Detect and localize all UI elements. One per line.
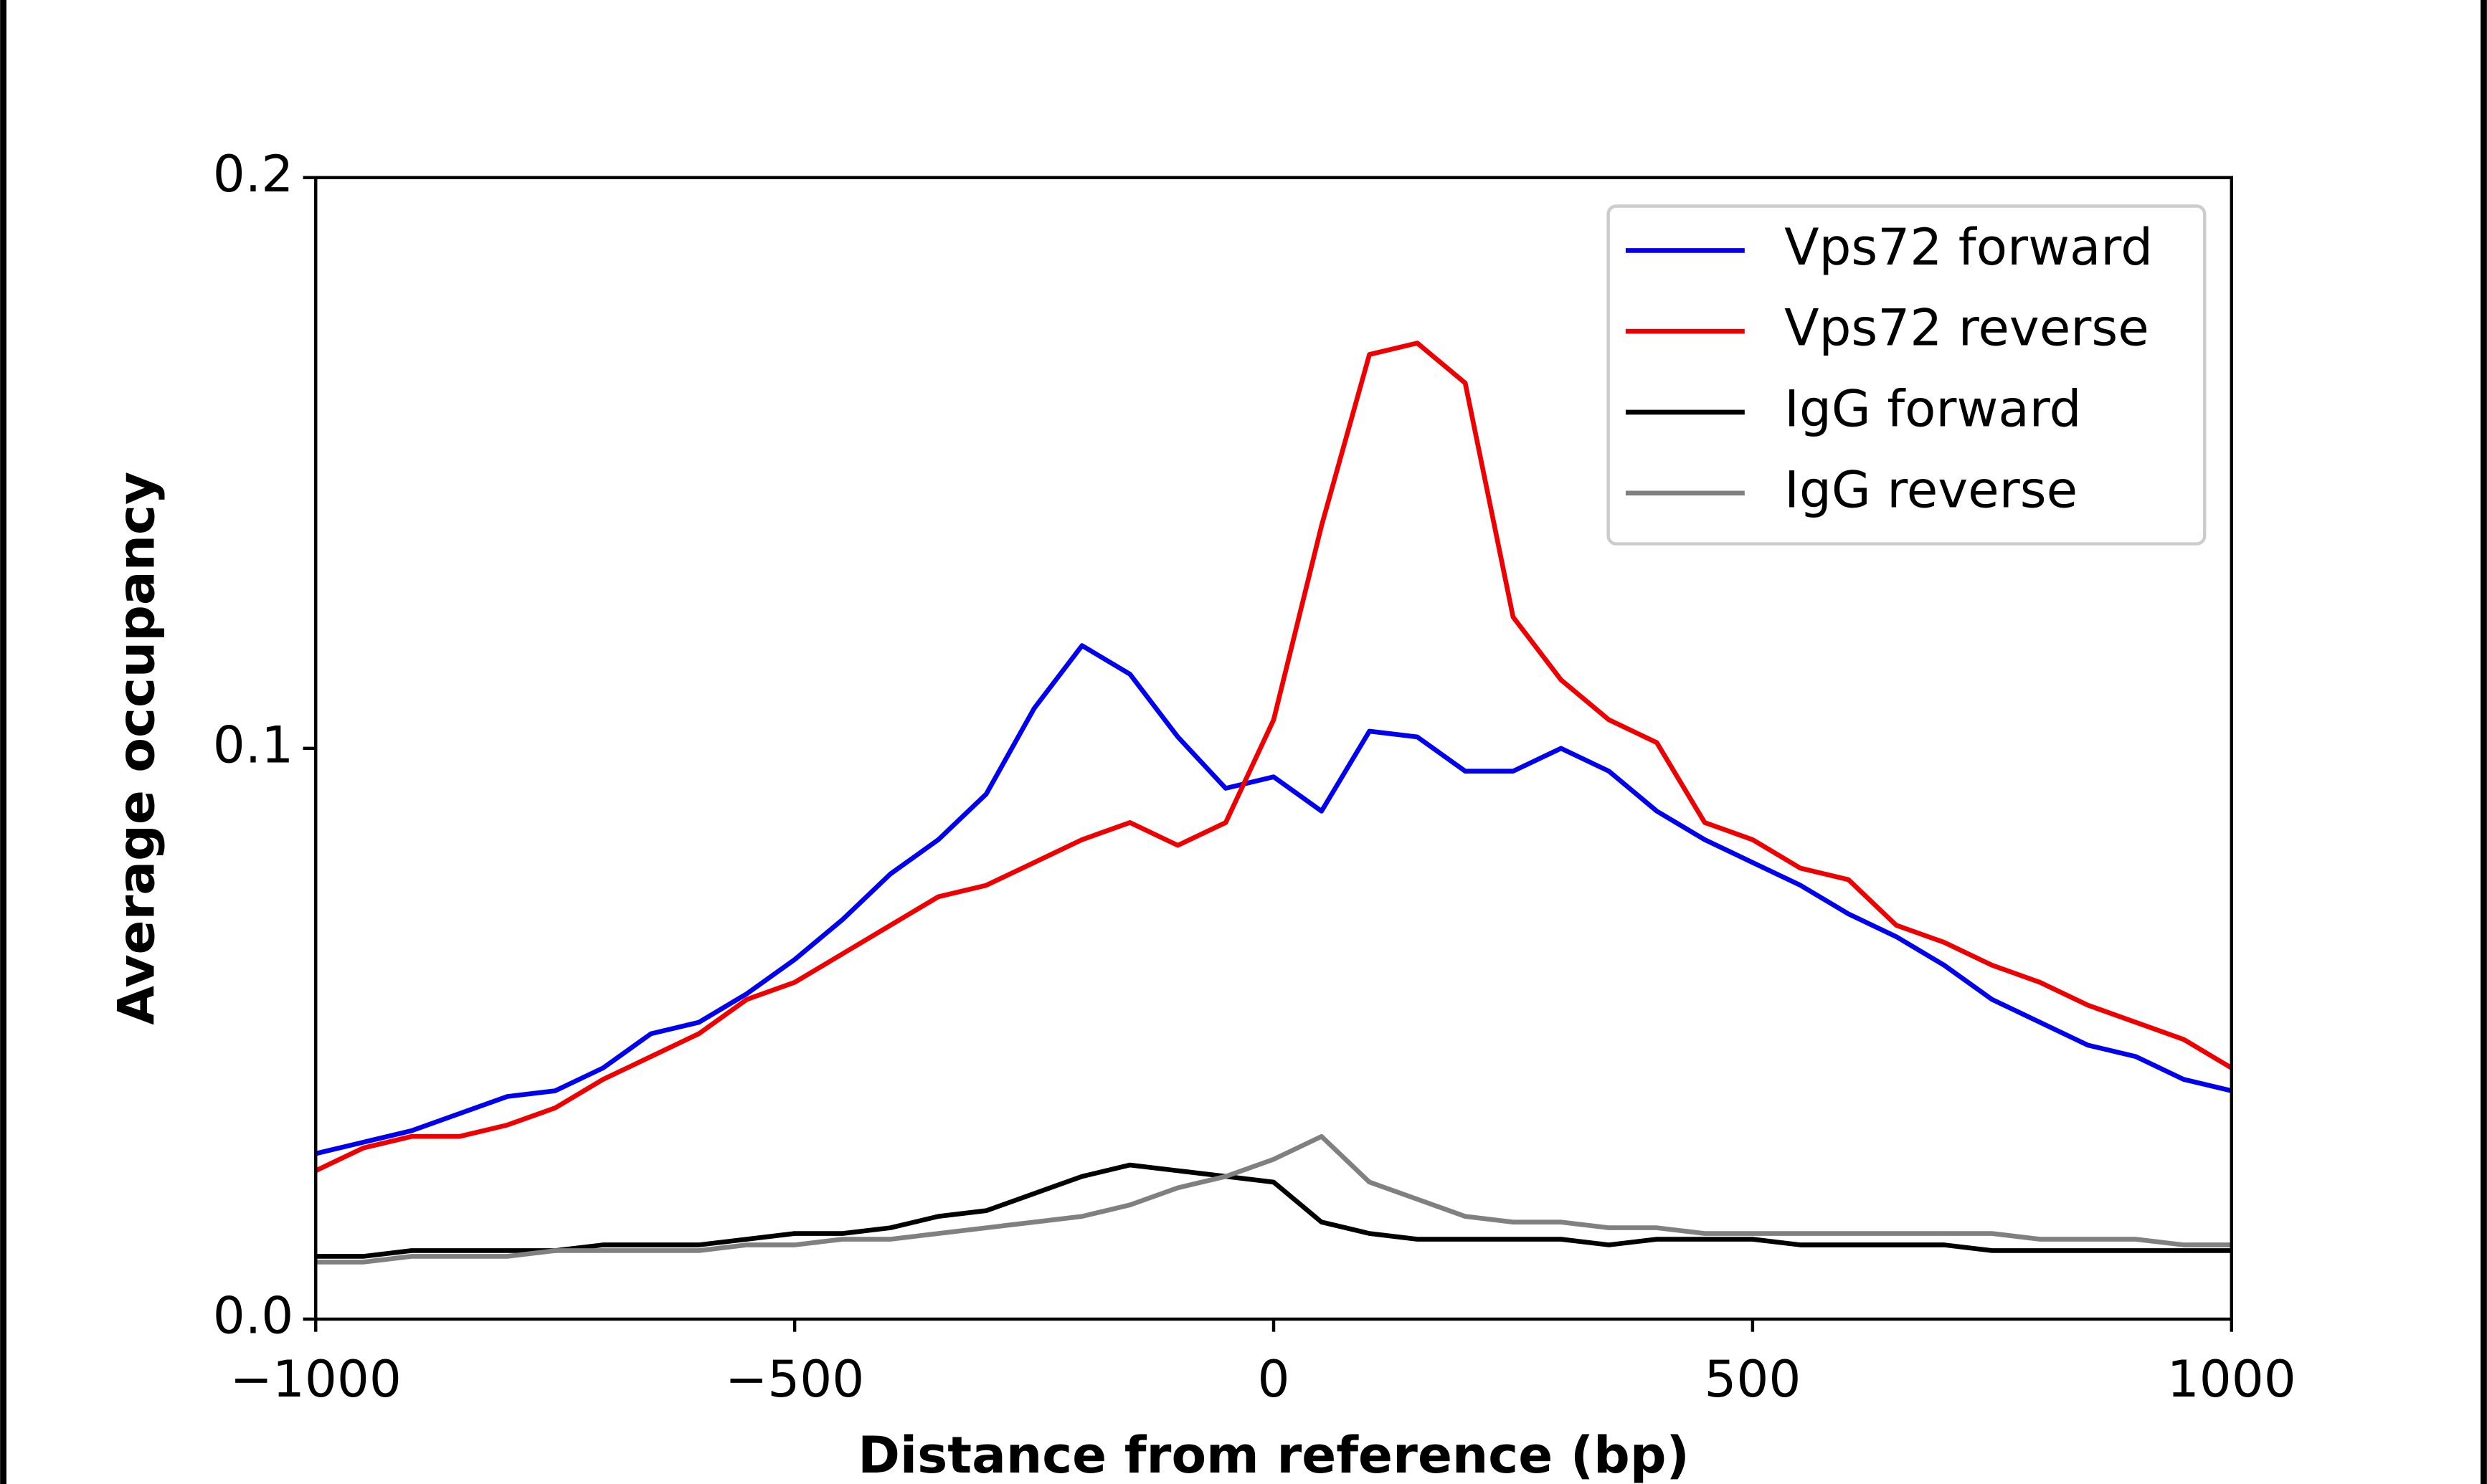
legend-label: IgG reverse	[1784, 460, 2078, 519]
y-tick-label: 0.2	[213, 144, 294, 204]
legend-label: Vps72 forward	[1784, 217, 2153, 277]
x-tick-label: −1000	[230, 1349, 402, 1409]
y-axis-label: Average occupancy	[106, 472, 166, 1025]
series-line	[316, 1162, 2232, 1259]
y-tick-label: 0.1	[213, 715, 294, 774]
edge-bar	[0, 0, 7, 1484]
legend-label: Vps72 reverse	[1784, 298, 2149, 358]
plot-frame	[314, 176, 2234, 1321]
x-tick-label: −500	[725, 1349, 864, 1409]
series-line	[314, 341, 2233, 1173]
x-tick-label: 1000	[2167, 1349, 2296, 1409]
legend-label: IgG forward	[1784, 379, 2081, 439]
legend-box	[1606, 204, 2207, 546]
x-tick-label: 500	[1704, 1349, 1801, 1409]
series-line	[316, 1133, 2232, 1265]
x-tick-label: 0	[1258, 1349, 1290, 1409]
y-tick-label: 0.0	[213, 1286, 294, 1346]
edge-bar	[2481, 0, 2487, 1484]
x-axis-label: Distance from reference (bp)	[858, 1425, 1690, 1484]
series-line	[315, 643, 2232, 1156]
